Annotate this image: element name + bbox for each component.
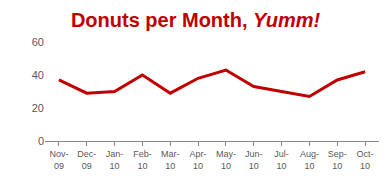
svg-text:Sep-10: Sep-10: [328, 149, 347, 171]
svg-text:Feb-10: Feb-10: [133, 149, 152, 171]
svg-text:May-10: May-10: [216, 149, 236, 171]
svg-text:0: 0: [38, 135, 44, 147]
svg-text:Apr-10: Apr-10: [190, 149, 207, 171]
svg-text:40: 40: [32, 69, 44, 81]
svg-text:Mar-10: Mar-10: [161, 149, 180, 171]
svg-text:Jun-10: Jun-10: [245, 149, 263, 171]
svg-text:60: 60: [32, 36, 44, 48]
svg-text:Dec-09: Dec-09: [77, 149, 96, 171]
svg-text:Oct-10: Oct-10: [357, 149, 374, 171]
svg-text:Donuts per Month, Yumm!: Donuts per Month, Yumm!: [71, 9, 321, 31]
svg-text:Aug-10: Aug-10: [300, 149, 319, 171]
svg-text:Jan-10: Jan-10: [106, 149, 124, 171]
svg-text:Jul-10: Jul-10: [274, 149, 289, 171]
svg-text:20: 20: [32, 102, 44, 114]
svg-text:Nov-09: Nov-09: [49, 149, 68, 171]
